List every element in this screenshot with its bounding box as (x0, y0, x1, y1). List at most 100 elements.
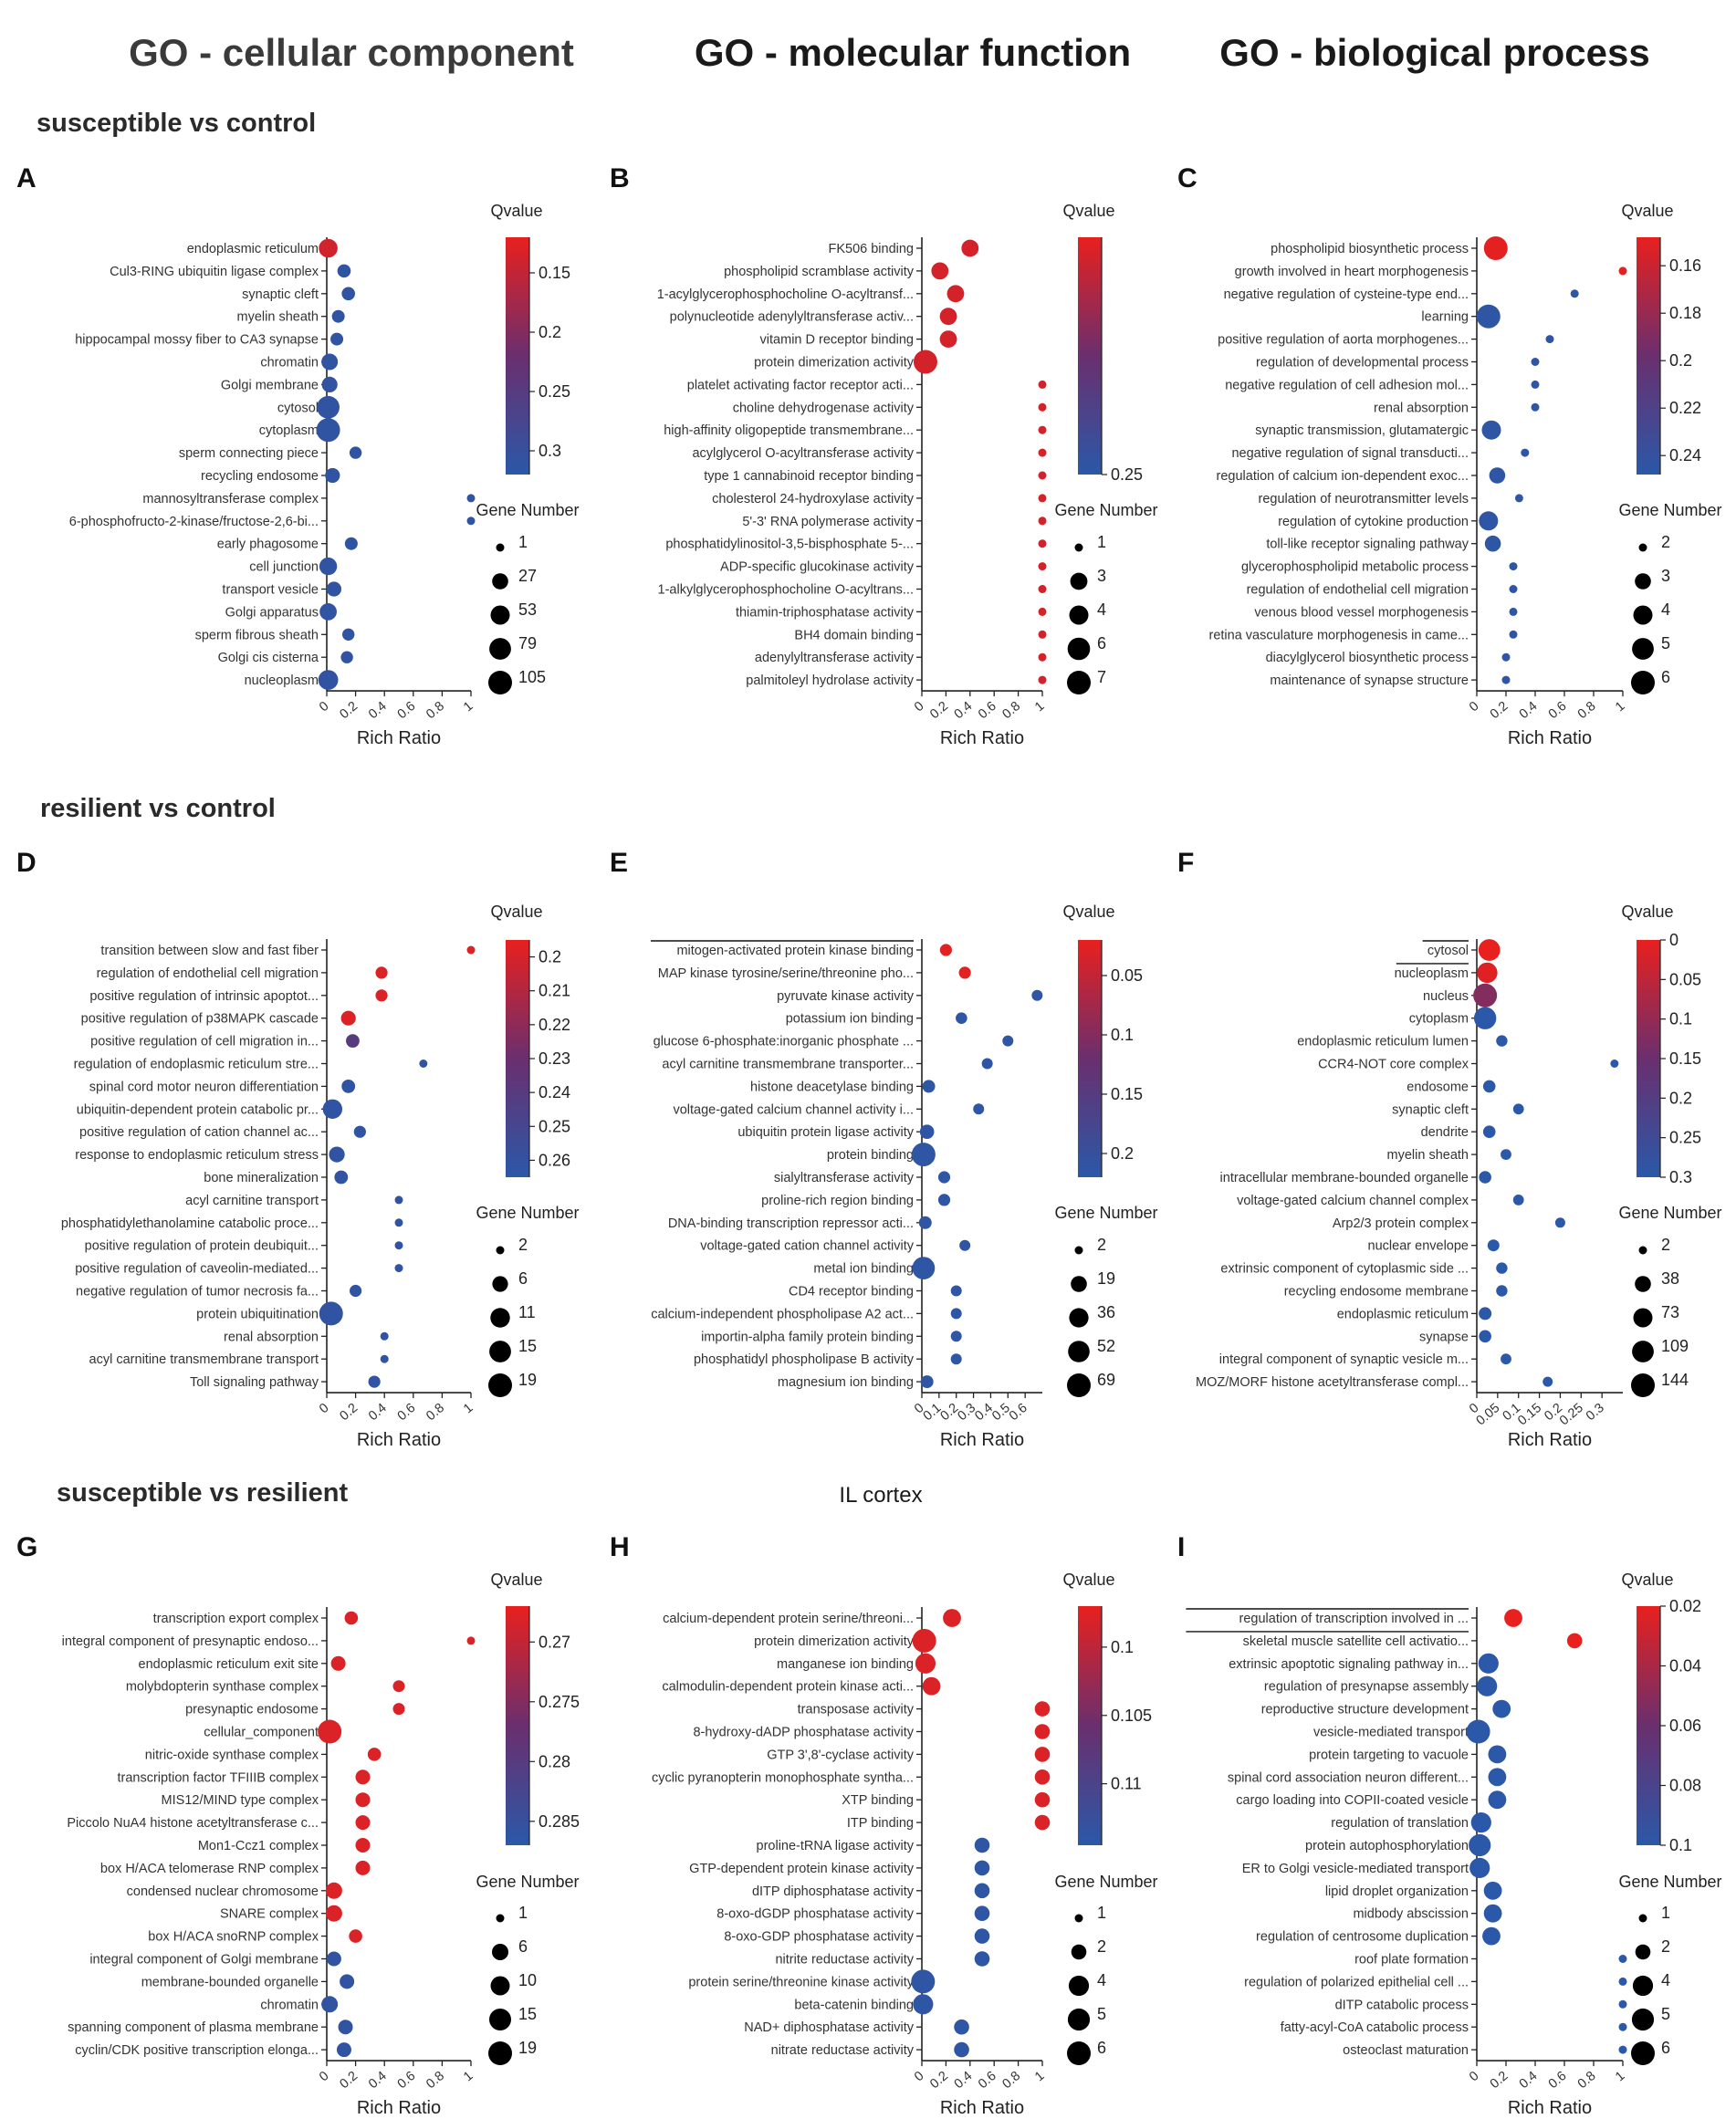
term-label: ADP-specific glucokinase activity (720, 560, 915, 575)
size-legend-label: 1 (1097, 1904, 1106, 1922)
data-point (1483, 1904, 1502, 1923)
data-point (342, 628, 355, 641)
term-label: FK506 binding (828, 242, 914, 256)
size-legend-label: 10 (518, 1971, 537, 1989)
size-legend-dot (1067, 2041, 1091, 2065)
data-point (394, 1195, 403, 1205)
term-label: cholesterol 24-hydroxylase activity (712, 492, 915, 506)
size-legend-dot (489, 638, 511, 660)
data-point (937, 1171, 951, 1184)
colorbar-tick-label: 0.28 (539, 1752, 570, 1770)
colorbar-tick-label: 0.16 (1669, 256, 1701, 275)
data-point (1512, 1195, 1524, 1206)
colorbar-tick-label: 0.22 (1669, 399, 1701, 417)
colorbar (506, 237, 529, 475)
term-label: histone deacetylase binding (750, 1080, 914, 1094)
size-legend-dot (1067, 1373, 1091, 1397)
size-legend-title: Gene Number (476, 1873, 579, 1891)
data-point (353, 1125, 366, 1138)
data-point (355, 1838, 371, 1853)
data-point (1531, 380, 1540, 389)
term-label: renal absorption (1374, 401, 1469, 415)
term-label: DNA-binding transcription repressor acti… (668, 1216, 914, 1231)
data-point (318, 670, 339, 690)
data-point (1501, 652, 1511, 662)
data-point (950, 1353, 962, 1365)
data-point (939, 308, 957, 326)
x-tick-label: 0.8 (1575, 699, 1599, 722)
data-point (1034, 1791, 1051, 1808)
term-label: high-affinity oligopeptide transmembrane… (664, 423, 914, 438)
colorbar (1078, 237, 1102, 475)
data-point (1488, 1745, 1507, 1764)
colorbar-tick-label: 0.02 (1669, 1597, 1701, 1615)
data-point (344, 537, 358, 550)
data-point (322, 1099, 343, 1120)
colorbar-tick-label: 0.25 (539, 1117, 570, 1135)
term-label: synaptic cleft (242, 287, 319, 302)
term-label: protein dimerization activity (754, 1634, 915, 1649)
term-label: Toll signaling pathway (190, 1375, 319, 1390)
colorbar-tick-label: 0.18 (1669, 304, 1701, 322)
term-label: positive regulation of aorta morphogenes… (1218, 333, 1469, 348)
data-point (1496, 1262, 1508, 1274)
term-label: BH4 domain binding (794, 628, 914, 642)
term-label: box H/ACA snoRNP complex (148, 1930, 319, 1945)
size-legend-label: 6 (1097, 2039, 1106, 2057)
term-label: acyl carnitine transmembrane transporter… (662, 1058, 914, 1072)
data-point (318, 1719, 342, 1744)
term-label: regulation of neurotransmitter levels (1258, 492, 1469, 506)
term-label: endoplasmic reticulum (187, 242, 319, 256)
term-label: phospholipid biosynthetic process (1271, 242, 1469, 256)
data-point (319, 1301, 343, 1326)
size-legend-title: Gene Number (1054, 1873, 1157, 1891)
data-point (392, 1703, 405, 1716)
colorbar (506, 1606, 529, 1845)
colorbar-title: Qvalue (1062, 202, 1114, 220)
data-point (349, 1929, 362, 1943)
colorbar-tick-label: 0.05 (1669, 970, 1701, 988)
data-point (922, 1676, 941, 1696)
data-point (1481, 420, 1501, 440)
data-point (1002, 1035, 1014, 1047)
size-legend-label: 6 (1097, 634, 1106, 652)
term-label: negative regulation of signal transducti… (1231, 446, 1469, 461)
size-legend-label: 2 (1661, 533, 1670, 551)
term-label: 8-hydroxy-dADP phosphatase activity (693, 1726, 914, 1740)
data-point (1554, 1217, 1565, 1228)
colorbar (1078, 1606, 1102, 1845)
colorbar-tick-label: 0.27 (539, 1633, 570, 1651)
panel-letter: G (16, 1532, 37, 1562)
data-point (319, 238, 338, 258)
data-point (1038, 402, 1047, 412)
term-label: early phagosome (217, 538, 319, 552)
term-label: cargo loading into COPII-coated vesicle (1236, 1793, 1469, 1808)
size-legend-label: 6 (518, 1937, 528, 1956)
term-label: extrinsic component of cytoplasmic side … (1220, 1262, 1469, 1277)
term-label: regulation of endothelial cell migration (97, 966, 319, 981)
data-point (325, 1882, 342, 1899)
colorbar-tick-label: 0.1 (1111, 1026, 1134, 1044)
data-point (1501, 1149, 1511, 1160)
data-point (937, 1194, 951, 1206)
x-tick-label: 0.25 (1557, 1401, 1586, 1428)
size-legend-label: 109 (1661, 1337, 1689, 1355)
data-point (950, 1331, 962, 1342)
data-point (1496, 1035, 1508, 1047)
x-tick-label: 0.05 (1474, 1401, 1503, 1428)
data-point (961, 239, 979, 257)
size-legend-dot (1633, 1308, 1653, 1328)
term-label: ITP binding (847, 1816, 914, 1831)
colorbar-tick-label: 0.105 (1111, 1707, 1152, 1725)
x-tick-label: 1 (461, 2069, 476, 2084)
size-legend-dot (1633, 605, 1653, 625)
term-label: cytoplasm (1409, 1012, 1469, 1027)
term-label: regulation of endothelial cell migration (1247, 583, 1469, 598)
data-point (321, 1996, 339, 2013)
row-title-susceptible-vs-control: susceptible vs control (37, 109, 316, 138)
size-legend-label: 3 (1097, 567, 1106, 585)
size-legend-dot (1635, 1944, 1651, 1960)
data-point (1038, 380, 1047, 389)
term-label: endoplasmic reticulum (1337, 1307, 1469, 1321)
